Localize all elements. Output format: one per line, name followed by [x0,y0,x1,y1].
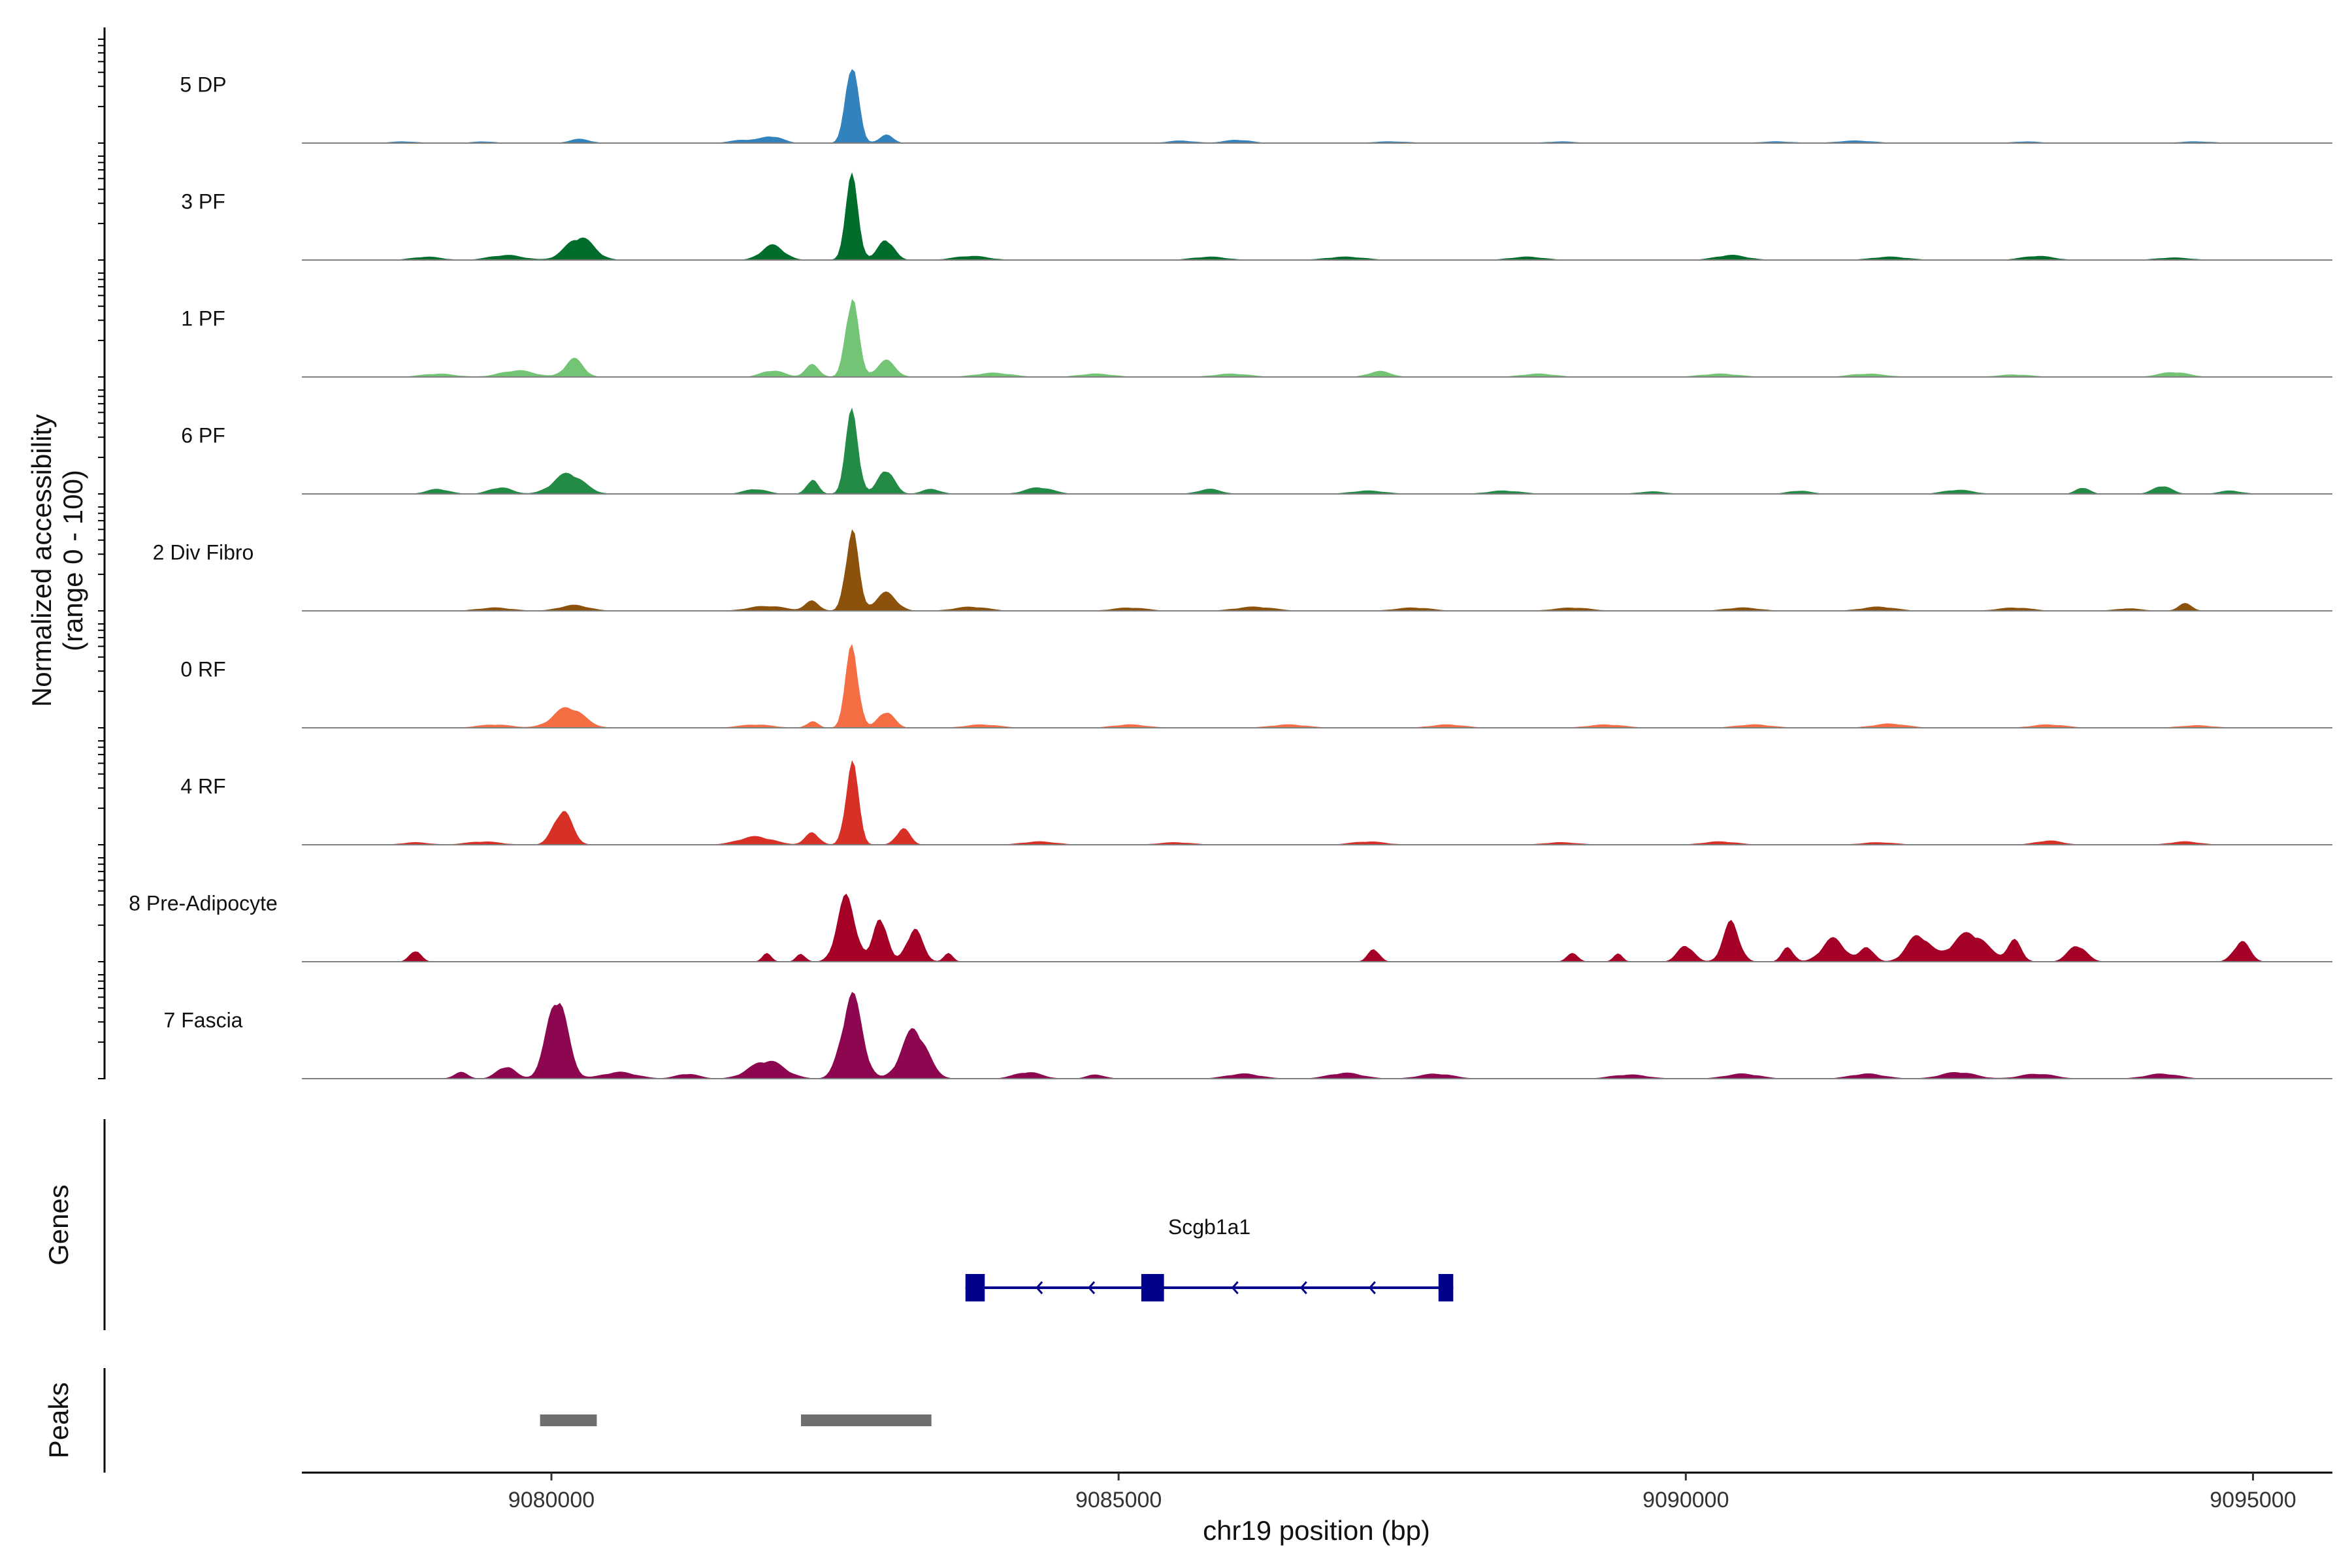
track-8: 8 Pre-Adipocyte [129,892,2332,962]
gene-exon [965,1274,985,1301]
track-coverage-area [302,644,2332,728]
track-7: 4 RF [180,760,2332,845]
gene-exon [1438,1274,1454,1301]
gene-name-label: Scgb1a1 [1168,1215,1250,1239]
track-label: 3 PF [181,190,225,214]
peak-region [540,1414,597,1426]
peaks-panel-title: Peaks [43,1382,74,1459]
track-coverage-area [302,407,2332,494]
track-5: 2 Div Fibro [153,529,2332,612]
gene-strand-arrow [1087,1281,1096,1294]
track-label: 8 Pre-Adipocyte [129,892,278,915]
y-axis-title-line1: Normalized accessibility [26,414,57,707]
genes-panel: Genes Scgb1a1 [43,1119,1454,1330]
track-label: 4 RF [180,775,225,798]
gene-strand-arrow [1231,1281,1239,1294]
track-coverage-area [302,172,2332,260]
x-axis-title: chr19 position (bp) [1203,1515,1430,1546]
track-4: 6 PF [181,407,2332,495]
track-9: 7 Fascia [164,992,2332,1079]
track-coverage-area [302,69,2332,143]
x-axis-tick-label: 9095000 [2210,1488,2296,1512]
track-label: 5 DP [180,73,226,97]
y-axis-title-line2: (range 0 - 100) [57,470,88,651]
track-6: 0 RF [180,644,2332,728]
gene-strand-arrow [1036,1281,1043,1294]
peaks-panel: Peaks [43,1368,932,1473]
gene-exon [1141,1274,1164,1301]
track-label: 1 PF [181,307,225,331]
x-axis-tick-label: 9085000 [1075,1488,1162,1512]
track-label: 7 Fascia [164,1009,243,1032]
coverage-y-axis-title: Normalized accessibility (range 0 - 100) [26,414,88,707]
peak-region [800,1414,932,1426]
gene-model: Scgb1a1 [965,1215,1454,1301]
track-3: 1 PF [181,299,2332,378]
track-coverage-area [302,299,2332,377]
track-1: 5 DP [180,69,2332,144]
track-label: 0 RF [180,658,225,681]
coverage-tracks: 5 DP 3 PF 1 PF 6 PF 2 Div Fibro 0 RF 4 RF 8 Pre… [129,69,2332,1079]
x-axis-tick-label: 9090000 [1642,1488,1729,1512]
track-coverage-area [302,529,2332,611]
track-coverage-area [302,992,2332,1079]
track-label: 2 Div Fibro [153,541,254,564]
x-axis-tick-label: 9080000 [508,1488,595,1512]
gene-strand-arrow [1368,1281,1376,1294]
track-coverage-area [302,760,2332,845]
coverage-y-axis [98,27,106,1079]
genes-panel-title: Genes [43,1184,74,1266]
track-2: 3 PF [181,172,2332,261]
gene-strand-arrow [1299,1281,1307,1294]
track-coverage-area [302,893,2332,962]
x-axis: 9080000 9085000 9090000 9095000 [302,1471,2332,1512]
track-label: 6 PF [181,424,225,448]
